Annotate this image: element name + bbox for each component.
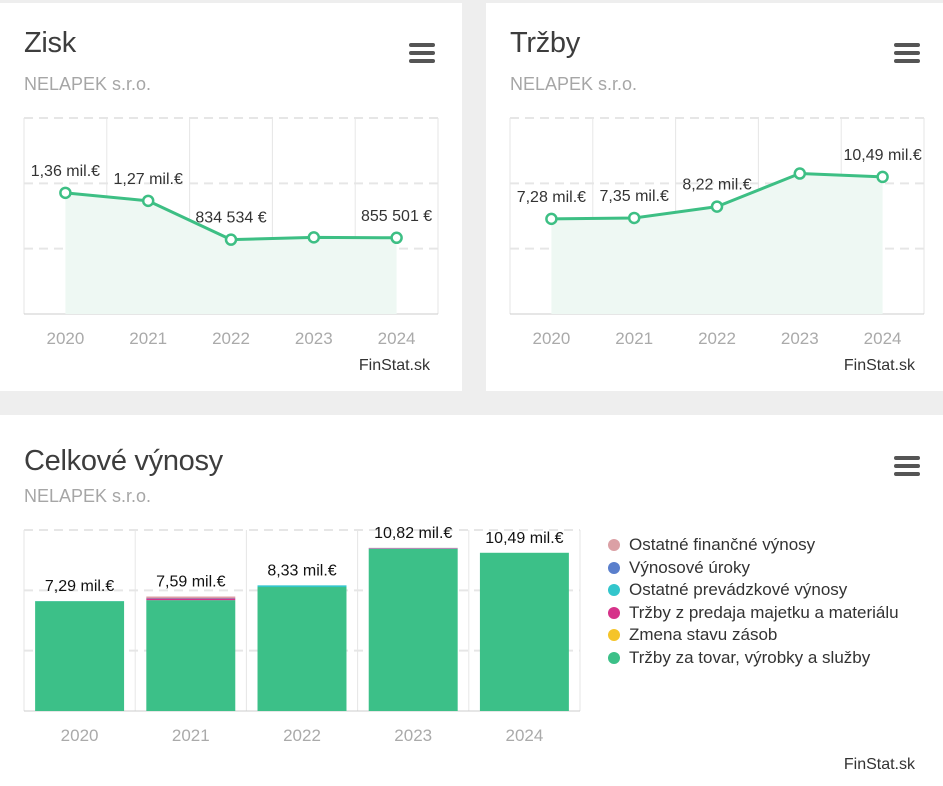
x-tick-label: 2020	[46, 329, 84, 348]
legend-label: Tržby za tovar, výrobky a služby	[629, 647, 871, 667]
data-point	[224, 233, 238, 246]
data-label: 10,82 mil.€	[374, 525, 452, 542]
data-label: 10,49 mil.€	[485, 530, 563, 547]
data-label: 7,35 mil.€	[600, 188, 669, 205]
legend-marker	[608, 651, 620, 664]
menu-icon[interactable]	[894, 43, 920, 63]
x-tick-label: 2024	[378, 329, 416, 348]
x-tick-label: 2024	[505, 726, 543, 745]
legend-label: Zmena stavu zásob	[629, 625, 778, 645]
data-label: 7,29 mil.€	[45, 578, 114, 595]
revenue-panel: Tržby NELAPEK s.r.o. 7,28 mil.€ 7,35 mil.…	[486, 3, 943, 391]
panel-title: Zisk	[24, 27, 76, 59]
data-label: 855 501 €	[361, 208, 432, 225]
data-point	[307, 231, 321, 244]
profit-chart: 1,36 mil.€ 1,27 mil.€ 834 534 € 855 501 € 20…	[23, 117, 439, 374]
data-point	[59, 186, 72, 200]
data-label: 1,27 mil.€	[114, 171, 183, 188]
menu-icon[interactable]	[409, 43, 435, 63]
data-label: 834 534 €	[195, 210, 266, 227]
credit-label: FinStat.sk	[844, 357, 916, 374]
data-point	[793, 167, 807, 180]
data-point	[627, 211, 641, 225]
bar-segment	[257, 587, 347, 711]
bar-segment	[146, 596, 236, 599]
credit-label: FinStat.sk	[844, 756, 916, 773]
x-tick-label: 2024	[864, 329, 902, 348]
company-name: NELAPEK s.r.o.	[510, 74, 638, 94]
legend-item[interactable]: Zmena stavu zásob	[608, 624, 899, 647]
legend-marker	[608, 561, 620, 574]
data-point	[545, 212, 558, 226]
legend-marker	[608, 584, 620, 597]
legend-marker	[608, 606, 620, 619]
revenue-chart: 7,28 mil.€ 7,35 mil.€ 8,22 mil.€ 10,49 mil.…	[509, 117, 925, 374]
x-tick-label: 2023	[295, 329, 333, 348]
series-area	[65, 192, 397, 314]
chart-legend: Ostatné finančné výnosy Výnosové úroky Ost…	[608, 534, 899, 669]
bar-segment	[146, 600, 236, 711]
company-name: NELAPEK s.r.o.	[24, 486, 152, 506]
data-label: 10,49 mil.€	[843, 147, 921, 164]
bar-segment	[35, 601, 125, 711]
panel-title: Tržby	[510, 27, 580, 59]
legend-label: Výnosové úroky	[629, 557, 750, 577]
credit-label: FinStat.sk	[359, 357, 431, 374]
data-label: 8,33 mil.€	[267, 562, 336, 579]
x-tick-label: 2021	[615, 329, 653, 348]
data-point	[141, 194, 155, 208]
data-point	[390, 231, 403, 245]
bar-segment	[479, 552, 569, 711]
legend-item[interactable]: Tržby z predaja majetku a materiálu	[608, 602, 899, 625]
series-area	[551, 173, 883, 314]
bar-segment	[257, 585, 347, 588]
x-tick-label: 2022	[283, 726, 321, 745]
data-label: 7,28 mil.€	[517, 189, 586, 206]
total-income-chart: 7,29 mil.€ 7,59 mil.€ 8,33 mil.€ 10,82 mil.…	[23, 525, 916, 773]
x-tick-label: 2022	[698, 329, 736, 348]
legend-item[interactable]: Ostatné prevádzkové výnosy	[608, 579, 899, 602]
profit-panel: Zisk NELAPEK s.r.o. 1,36 mil.€ 1,27 mil.€…	[0, 3, 462, 391]
legend-item[interactable]: Tržby za tovar, výrobky a služby	[608, 647, 899, 670]
bar-segment	[368, 548, 458, 549]
data-label: 7,59 mil.€	[156, 574, 225, 591]
x-tick-label: 2023	[394, 726, 432, 745]
legend-label: Ostatné prevádzkové výnosy	[629, 580, 848, 600]
legend-marker	[608, 539, 620, 552]
legend-label: Ostatné finančné výnosy	[629, 535, 816, 555]
legend-item[interactable]: Ostatné finančné výnosy	[608, 534, 899, 557]
x-tick-label: 2023	[781, 329, 819, 348]
data-point	[876, 170, 889, 184]
legend-item[interactable]: Výnosové úroky	[608, 557, 899, 580]
data-label: 8,22 mil.€	[682, 177, 751, 194]
x-tick-label: 2022	[212, 329, 250, 348]
data-label: 1,36 mil.€	[31, 163, 100, 180]
bar-segment	[368, 548, 458, 711]
x-tick-label: 2020	[532, 329, 570, 348]
bar-segment	[146, 598, 236, 601]
x-tick-label: 2021	[172, 726, 210, 745]
data-point	[710, 200, 724, 213]
menu-icon[interactable]	[894, 456, 920, 476]
total-income-panel: Celkové výnosy NELAPEK s.r.o. 7,29 mil.€…	[0, 415, 943, 786]
legend-label: Tržby z predaja majetku a materiálu	[629, 602, 899, 622]
legend-marker	[608, 629, 620, 642]
x-tick-label: 2020	[61, 726, 99, 745]
x-tick-label: 2021	[129, 329, 167, 348]
company-name: NELAPEK s.r.o.	[24, 74, 152, 94]
panel-title: Celkové výnosy	[24, 445, 223, 477]
